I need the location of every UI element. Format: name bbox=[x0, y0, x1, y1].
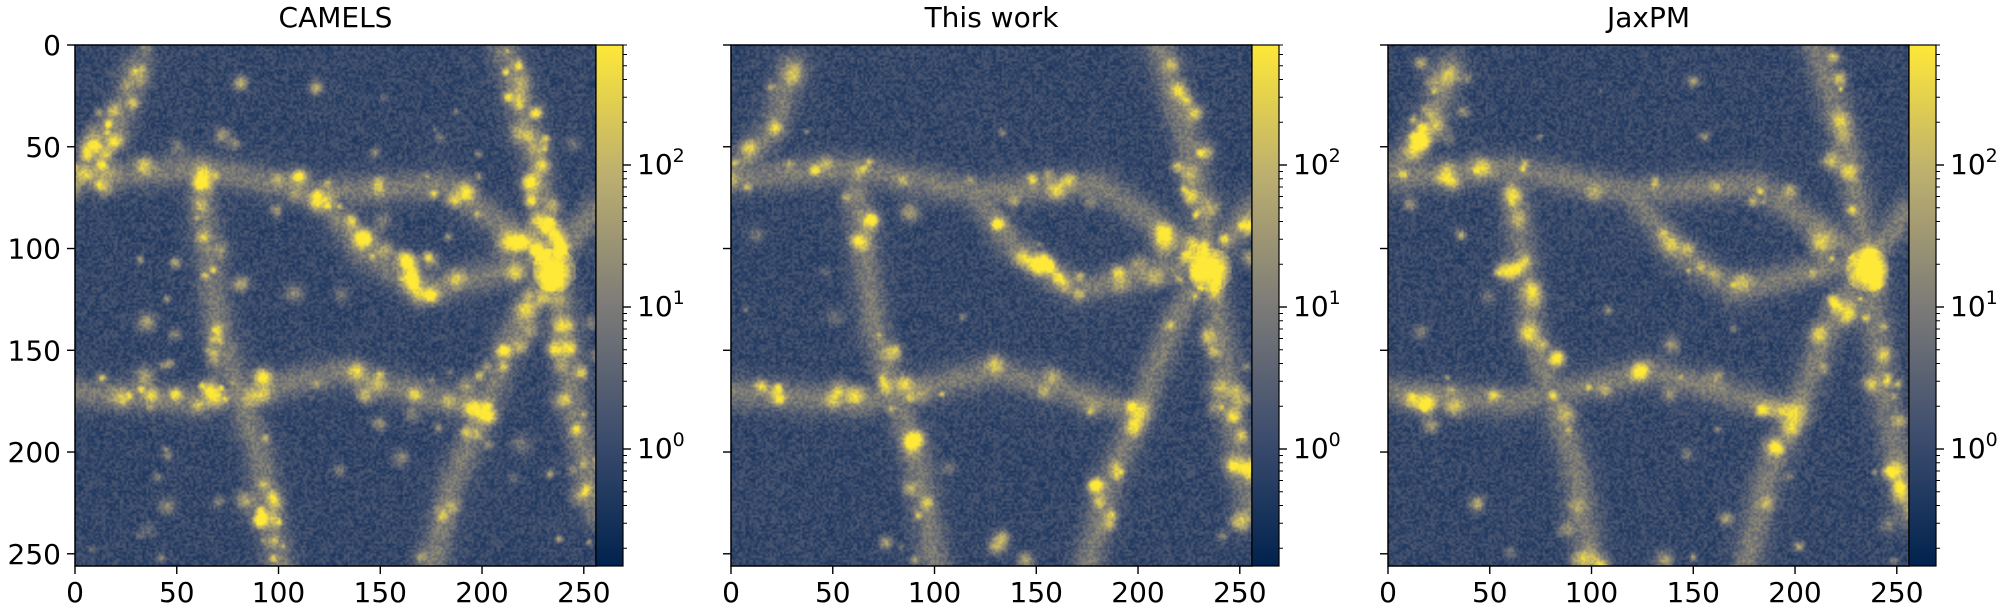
x-tick-label: 50 bbox=[159, 576, 195, 609]
panel-title: JaxPM bbox=[1605, 1, 1690, 34]
colorbar-tick-label: 102 bbox=[1950, 145, 1998, 181]
panel-2: This work 102 101 100 0 50 100 150 200 250 bbox=[722, 1, 1341, 609]
x-tick-label: 150 bbox=[354, 576, 407, 609]
density-heatmap bbox=[731, 45, 1252, 566]
x-tick-label: 200 bbox=[455, 576, 508, 609]
colorbar-tick-label: 102 bbox=[1293, 145, 1341, 181]
y-tick-label: 250 bbox=[8, 538, 61, 571]
colorbar-tick-label: 100 bbox=[1293, 429, 1341, 465]
colorbar-tick-label: 101 bbox=[637, 287, 685, 323]
y-tick-label: 100 bbox=[8, 233, 61, 266]
x-tick-label: 50 bbox=[1472, 576, 1508, 609]
colorbar bbox=[595, 44, 624, 567]
colorbar-tick-label: 101 bbox=[1293, 287, 1341, 323]
x-tick-label: 250 bbox=[1213, 576, 1266, 609]
panel-title: CAMELS bbox=[279, 1, 393, 34]
x-tick-label: 150 bbox=[1010, 576, 1063, 609]
y-tick-label: 50 bbox=[25, 131, 61, 164]
panel-title: This work bbox=[924, 1, 1060, 34]
y-tick-label: 200 bbox=[8, 436, 61, 469]
x-tick-label: 200 bbox=[1111, 576, 1164, 609]
x-tick-label: 100 bbox=[908, 576, 961, 609]
panel-3: JaxPM 102 101 100 0 50 100 150 200 250 bbox=[1379, 1, 1998, 609]
x-tick-label: 200 bbox=[1768, 576, 1821, 609]
x-tick-label: 250 bbox=[1870, 576, 1923, 609]
x-tick-label: 0 bbox=[1379, 576, 1397, 609]
x-tick-label: 50 bbox=[815, 576, 851, 609]
x-tick-label: 100 bbox=[252, 576, 305, 609]
x-tick-label: 250 bbox=[557, 576, 610, 609]
colorbar bbox=[1908, 44, 1937, 567]
colorbar bbox=[1251, 44, 1280, 567]
colorbar-tick-label: 102 bbox=[637, 145, 685, 181]
x-tick-label: 0 bbox=[66, 576, 84, 609]
colorbar-tick-label: 100 bbox=[1950, 429, 1998, 465]
y-tick-label: 150 bbox=[8, 334, 61, 367]
colorbar-tick-label: 101 bbox=[1950, 287, 1998, 323]
x-tick-label: 150 bbox=[1667, 576, 1720, 609]
colorbar-tick-label: 100 bbox=[637, 429, 685, 465]
density-heatmap bbox=[75, 45, 596, 566]
x-tick-label: 100 bbox=[1565, 576, 1618, 609]
density-heatmap bbox=[1388, 45, 1909, 566]
y-tick-label: 0 bbox=[43, 29, 61, 62]
x-tick-label: 0 bbox=[722, 576, 740, 609]
